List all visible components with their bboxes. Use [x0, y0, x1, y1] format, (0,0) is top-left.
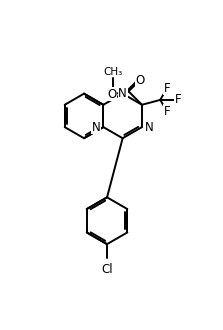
Text: CH₃: CH₃ [103, 67, 123, 77]
Text: Cl: Cl [101, 263, 113, 276]
Text: N: N [92, 120, 101, 134]
Text: O: O [107, 87, 117, 101]
Text: F: F [164, 105, 170, 118]
Text: F: F [175, 93, 181, 106]
Text: N: N [118, 87, 127, 100]
Text: F: F [164, 82, 170, 95]
Text: N: N [145, 120, 153, 134]
Text: O: O [135, 74, 145, 86]
